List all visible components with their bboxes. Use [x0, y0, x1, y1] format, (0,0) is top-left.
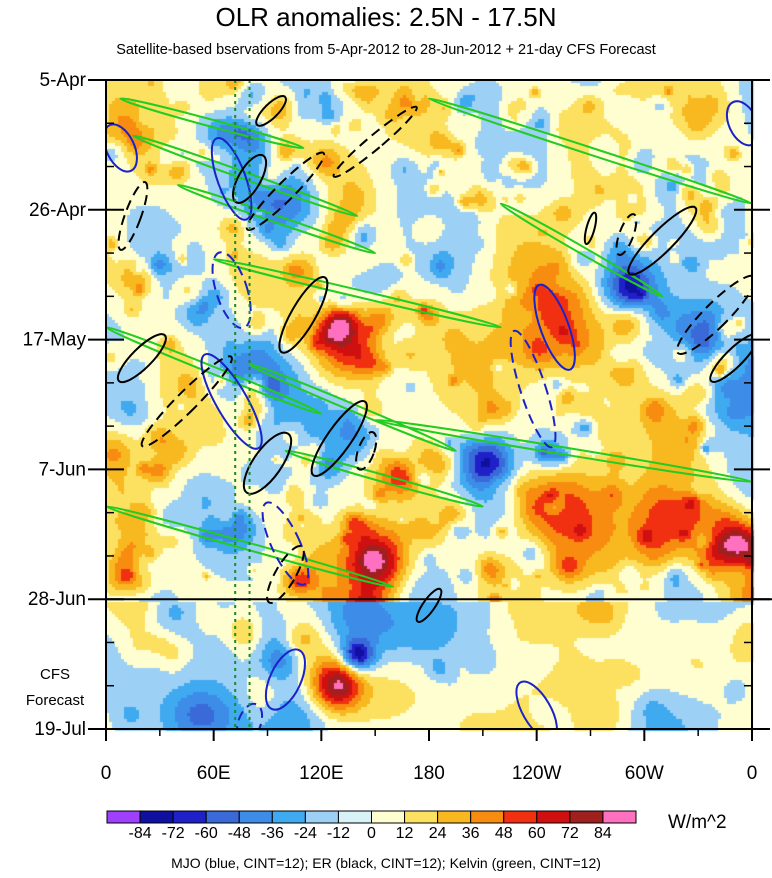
overlay-contours: [106, 80, 752, 729]
colorbar-swatch: [437, 810, 472, 824]
x-tick-label: 120E: [299, 763, 343, 784]
mjo-contour: [509, 329, 557, 449]
er-contour: [415, 587, 443, 623]
colorbar-label: -24: [294, 825, 317, 842]
er-contour: [310, 399, 368, 477]
er-contour: [255, 95, 287, 127]
colorbar-label: 48: [495, 825, 513, 842]
y-tick-label: 5-Apr: [40, 70, 87, 91]
colorbar-swatch: [139, 810, 174, 824]
mjo-contour: [106, 123, 138, 173]
y-tick-label: 26-Apr: [29, 200, 87, 221]
colorbar-swatch: [503, 810, 538, 824]
er-contour: [232, 153, 268, 204]
er-contour: [242, 431, 293, 495]
er-contour: [140, 355, 233, 448]
kelvin-contour: [499, 202, 664, 298]
colorbar-label: 0: [367, 825, 376, 842]
colorbar-label: -12: [327, 825, 350, 842]
er-contour: [627, 205, 698, 276]
er-contour: [116, 333, 167, 384]
kelvin-contour: [119, 97, 305, 150]
colorbar-label: 24: [429, 825, 447, 842]
kelvin-contour: [106, 326, 323, 415]
er-contour: [278, 275, 329, 354]
x-tick-label: 0: [747, 763, 758, 784]
colorbar-swatch: [569, 810, 604, 824]
y-tick-label: 28-Jun: [28, 589, 86, 610]
forecast-label-line2: Forecast: [25, 692, 85, 709]
colorbar-label: 72: [561, 825, 579, 842]
kelvin-contour: [131, 134, 359, 218]
mjo-contour: [211, 251, 252, 330]
colorbar-swatch: [238, 810, 273, 824]
colorbar-swatch: [337, 810, 372, 824]
er-contour: [332, 105, 418, 178]
er-contour: [117, 181, 149, 251]
er-contour: [266, 544, 305, 604]
x-tick-label: 120W: [512, 763, 562, 784]
colorbar-swatch: [470, 810, 505, 824]
mjo-contour: [725, 100, 752, 147]
mjo-contour: [533, 283, 576, 371]
colorbar-swatch: [106, 810, 141, 824]
colorbar-label: -72: [162, 825, 185, 842]
y-tick-label: 19-Jul: [34, 719, 86, 740]
y-tick-label: 7-Jun: [38, 459, 86, 480]
er-contour: [245, 151, 326, 231]
mjo-contour: [261, 501, 310, 586]
colorbar-label: 84: [594, 825, 612, 842]
kelvin-contour: [212, 258, 502, 329]
er-contour: [355, 431, 378, 471]
kelvin-contour: [176, 183, 377, 255]
colorbar-label: -48: [228, 825, 251, 842]
colorbar-label: -84: [129, 825, 152, 842]
colorbar-units: W/m^2: [668, 812, 727, 833]
colorbar-label: 60: [528, 825, 546, 842]
mjo-contour: [210, 137, 253, 221]
mjo-contour: [200, 353, 263, 450]
x-tick-label: 180: [413, 763, 445, 784]
y-tick-label: 17-May: [23, 330, 87, 351]
er-contour: [675, 274, 752, 355]
colorbar-swatch: [371, 810, 406, 824]
mjo-contour: [515, 680, 558, 729]
kelvin-contour: [374, 418, 752, 483]
colorbar-swatch: [205, 810, 240, 824]
x-tick-label: 60W: [625, 763, 664, 784]
colorbar-swatch: [271, 810, 306, 824]
x-tick-label: 0: [101, 763, 112, 784]
colorbar-swatch: [404, 810, 439, 824]
colorbar-label: -60: [195, 825, 218, 842]
er-contour: [615, 213, 638, 256]
kelvin-contour: [284, 449, 484, 508]
colorbar-swatch: [602, 810, 637, 824]
er-contour: [583, 211, 598, 246]
chart-subtitle: Satellite-based bservations from 5-Apr-2…: [116, 42, 656, 58]
colorbar-label: 12: [396, 825, 414, 842]
kelvin-contour: [427, 97, 752, 205]
forecast-label-line1: CFS: [40, 666, 70, 683]
colorbar-swatch: [172, 810, 207, 824]
plot-frame: [105, 79, 753, 730]
colorbar-swatch: [304, 810, 339, 824]
chart-title: OLR anomalies: 2.5N - 17.5N: [215, 2, 557, 32]
colorbar-label: -36: [261, 825, 284, 842]
colorbar-label: 36: [462, 825, 480, 842]
x-tick-label: 60E: [197, 763, 231, 784]
er-contour: [709, 333, 752, 383]
mjo-contour: [236, 702, 264, 729]
chart-caption: MJO (blue, CINT=12); ER (black, CINT=12)…: [171, 855, 601, 871]
colorbar-swatch: [536, 810, 571, 824]
mjo-contour: [264, 648, 306, 711]
